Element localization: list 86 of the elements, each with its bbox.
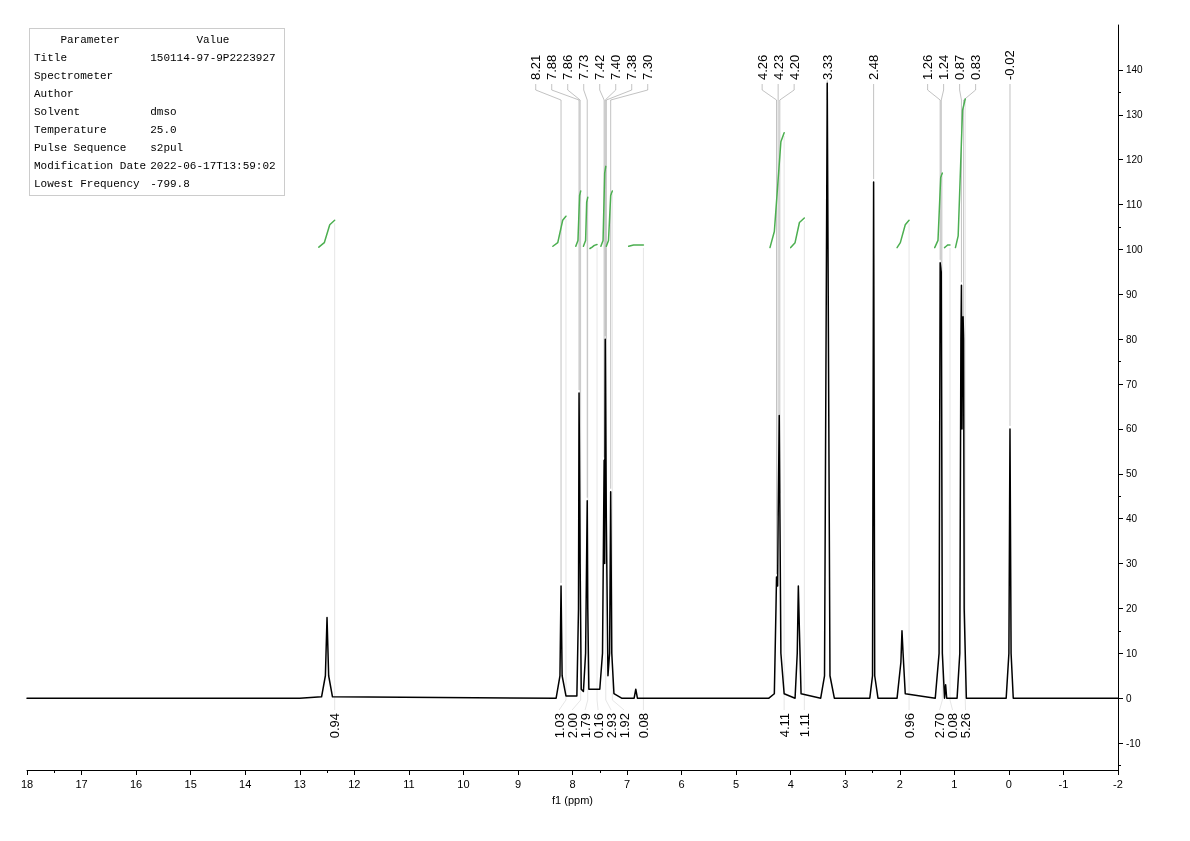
y-tick-label: 80 <box>1126 333 1138 345</box>
y-tick-label: 130 <box>1126 109 1144 121</box>
category-label: Title <box>34 51 68 66</box>
x-tick-label: -2 <box>1113 777 1123 790</box>
y-tick-label: 70 <box>1126 378 1138 390</box>
annotation: 3.33 <box>819 54 835 80</box>
annotation: 8.21 <box>528 54 544 80</box>
category-label: Temperature <box>34 123 108 138</box>
x-tick-label: 14 <box>239 777 252 790</box>
annotation: 1.92 <box>616 713 632 739</box>
category-label: Lowest Frequency <box>34 177 141 192</box>
y-tick-label: 0 <box>1126 692 1132 704</box>
x-tick-label: 15 <box>184 777 197 790</box>
y-tick-label: 30 <box>1126 558 1138 570</box>
annotation: 5.26 <box>958 713 974 739</box>
annotation: 2.48 <box>866 54 882 80</box>
category-label: Modification Date <box>34 159 148 174</box>
annotation: 7.30 <box>640 54 656 80</box>
x-tick-label: 7 <box>623 777 631 790</box>
annotation: -0.02 <box>1002 50 1018 80</box>
y-tick-label: 100 <box>1126 243 1144 255</box>
x-tick-label: 8 <box>569 777 576 790</box>
x-tick-label: -1 <box>1058 777 1069 790</box>
x-tick-label: 11 <box>403 777 415 790</box>
annotation: 0.87 <box>952 54 968 80</box>
x-tick-label: 5 <box>733 777 740 790</box>
annotation: 0.94 <box>327 713 343 739</box>
x-tick-label: 12 <box>348 777 361 790</box>
x-tick-label: 16 <box>129 777 143 790</box>
annotation: 1.79 <box>577 713 593 739</box>
y-tick-label: 60 <box>1126 423 1138 435</box>
y-tick-label: -10 <box>1126 737 1141 749</box>
text: -799.8 <box>150 178 190 190</box>
text: dmso <box>150 106 177 118</box>
text: 25.0 <box>150 124 177 136</box>
annotation: 2.70 <box>932 713 948 739</box>
annotation: 2.93 <box>603 713 619 739</box>
y-tick-label: 90 <box>1126 288 1138 300</box>
y-tick-label: 120 <box>1126 154 1144 166</box>
category-label: Solvent <box>34 105 82 120</box>
annotation: 4.26 <box>754 54 770 80</box>
annotation: 7.40 <box>608 54 624 80</box>
x-tick-label: 10 <box>457 777 470 790</box>
annotation: 1.03 <box>551 713 567 739</box>
text: 2022-06-17T13:59:02 <box>150 160 276 172</box>
annotation: 7.42 <box>592 54 608 80</box>
x-tick-label: 1 <box>951 777 958 790</box>
category-label: Author <box>34 87 75 102</box>
annotation: 0.96 <box>901 713 917 739</box>
y-tick-label: 110 <box>1126 199 1143 211</box>
y-tick-label: 50 <box>1126 468 1138 480</box>
annotation: 1.11 <box>796 713 812 738</box>
x-tick-label: 17 <box>75 777 88 790</box>
annotation: 4.23 <box>770 54 786 80</box>
x-tick-label: 0 <box>1005 777 1012 790</box>
x-tick-label: 4 <box>787 777 794 790</box>
annotation: 0.08 <box>945 713 961 739</box>
annotation: 2.00 <box>564 713 580 739</box>
text: s2pul <box>150 142 184 154</box>
y-tick-label: 140 <box>1126 64 1144 76</box>
annotation: 4.11 <box>776 713 792 738</box>
x-tick-label: 18 <box>20 777 34 790</box>
x-tick-label: 3 <box>842 777 849 790</box>
x-tick-label: 2 <box>896 777 903 790</box>
text: 150114-97-9P2223927 <box>150 52 276 64</box>
annotation: 1.26 <box>920 54 936 80</box>
x-tick-label: 9 <box>514 777 522 790</box>
annotation: 7.86 <box>560 54 576 80</box>
annotation: 1.24 <box>936 54 952 80</box>
y-tick-label: 10 <box>1126 647 1138 659</box>
text: Value <box>196 34 230 46</box>
x-axis-title: f1 (ppm) <box>552 793 593 806</box>
x-tick-label: 6 <box>678 777 685 790</box>
x-tick-label: 13 <box>293 777 306 790</box>
annotation: 0.83 <box>968 54 984 80</box>
y-tick-label: 40 <box>1126 513 1138 525</box>
annotation: 4.20 <box>786 54 802 80</box>
category-label: Spectrometer <box>34 69 115 84</box>
annotation: 0.08 <box>635 713 651 739</box>
category-label: Pulse Sequence <box>34 141 128 156</box>
annotation: 0.16 <box>590 713 606 739</box>
annotation: 7.73 <box>576 54 592 80</box>
annotation: 7.88 <box>544 54 560 80</box>
category-label: Parameter <box>59 33 121 48</box>
annotation: 7.38 <box>624 54 640 80</box>
y-tick-label: 20 <box>1126 602 1138 614</box>
